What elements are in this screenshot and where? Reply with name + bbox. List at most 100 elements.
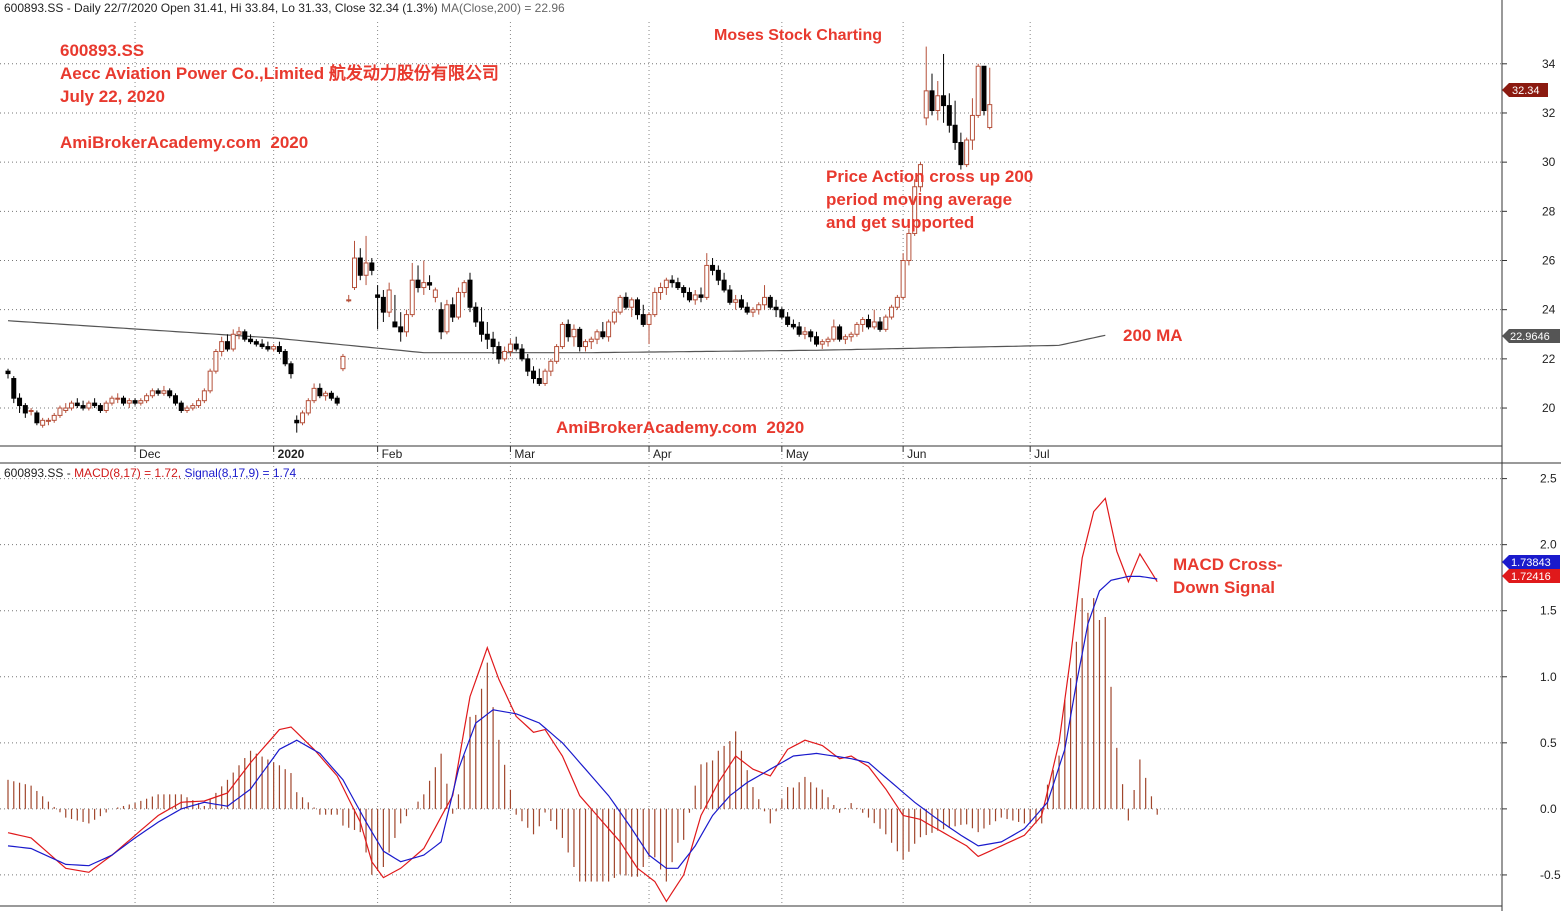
candle-body: [80, 405, 86, 409]
candle: [652, 287, 658, 318]
candle-body: [767, 296, 773, 308]
candle: [831, 319, 837, 342]
candle: [842, 334, 848, 345]
candle-body: [455, 291, 461, 318]
candle: [386, 282, 392, 318]
candle: [259, 339, 265, 350]
candle: [710, 258, 716, 276]
candle: [484, 321, 490, 350]
candle: [802, 326, 808, 340]
candle: [455, 287, 461, 320]
candle-body: [744, 306, 750, 313]
candle-body: [161, 390, 167, 394]
candle: [346, 294, 352, 303]
candle-body: [837, 326, 843, 340]
candle-body: [427, 282, 433, 286]
macd-value-badge: 1.72416: [1502, 569, 1560, 583]
macd-line: [7, 497, 1158, 903]
candle-body: [923, 90, 929, 119]
candle: [634, 297, 640, 320]
candle-body: [987, 104, 993, 128]
candle: [900, 253, 906, 300]
price-y-tick-label: 34: [1542, 57, 1556, 71]
candle-body: [917, 164, 923, 188]
candle-body: [871, 321, 877, 328]
candle-body: [773, 306, 779, 311]
candle-body: [259, 343, 265, 348]
candle: [929, 73, 935, 116]
price-note-line-1: Price Action cross up 200: [826, 167, 1033, 186]
candle-body: [825, 338, 831, 343]
price-note-line-3: and get supported: [826, 213, 974, 232]
candle: [767, 294, 773, 310]
candle: [796, 321, 802, 337]
candle: [917, 162, 923, 192]
candle-body: [375, 294, 381, 298]
candle-body: [224, 341, 230, 350]
candle-body: [103, 402, 109, 411]
candle: [531, 366, 537, 384]
candle: [5, 368, 11, 379]
x-tick-label: Dec: [139, 447, 160, 461]
macd-y-tick-label: 2.5: [1540, 472, 1557, 486]
price-y-tick-label: 26: [1542, 254, 1556, 268]
macd-y-axis: -0.5 0.0 0.5 1.0 1.5 2.0 2.5: [1502, 472, 1561, 882]
candle: [288, 361, 294, 379]
candle-body: [762, 296, 768, 306]
candle: [496, 341, 502, 364]
candle-body: [571, 328, 577, 338]
signal-value-badge: 1.73843: [1502, 555, 1560, 569]
candle: [213, 349, 219, 374]
candle: [681, 285, 687, 298]
candle: [507, 339, 513, 357]
candle-body: [253, 341, 259, 345]
candle: [92, 398, 98, 409]
x-tick-label: Feb: [382, 447, 403, 461]
candle-body: [640, 314, 646, 325]
candle-body: [877, 321, 883, 330]
candle-body: [5, 370, 11, 375]
candle-body: [894, 296, 900, 308]
candle-body: [975, 65, 981, 116]
svg-text:22.9646: 22.9646: [1510, 331, 1550, 343]
candle: [375, 285, 381, 330]
candle-body: [502, 350, 508, 360]
candle: [513, 336, 519, 352]
candle: [675, 277, 681, 291]
candle-body: [941, 95, 947, 107]
candle-body: [952, 124, 958, 143]
candle: [167, 388, 173, 399]
candle: [814, 331, 819, 347]
candle: [149, 388, 155, 399]
candle: [975, 63, 981, 118]
candle-body: [167, 390, 173, 397]
candle-body: [790, 323, 796, 328]
candle: [121, 395, 126, 406]
candle: [34, 410, 40, 426]
candle-body: [63, 407, 69, 411]
candle: [479, 307, 485, 342]
candle: [825, 336, 831, 347]
candle: [421, 260, 427, 295]
candle-body: [819, 341, 825, 345]
candle-body: [17, 397, 23, 407]
candle: [201, 388, 207, 404]
candle: [196, 398, 202, 409]
candle: [74, 398, 80, 409]
candle: [617, 294, 623, 315]
candle-body: [248, 338, 254, 343]
candle: [132, 398, 138, 406]
candle-body: [305, 400, 311, 414]
candle: [357, 248, 363, 281]
candle-body: [629, 299, 635, 308]
price-y-axis: 20 22 24 26 28 30 32 34: [1502, 57, 1556, 415]
candle-body: [686, 291, 692, 301]
macd-y-tick-label: -0.5: [1540, 868, 1561, 882]
candle: [733, 294, 739, 310]
candle: [837, 324, 843, 342]
candle-body: [727, 289, 733, 303]
macd-y-tick-label: 1.5: [1540, 604, 1557, 618]
candle-body: [271, 346, 277, 350]
candle-body: [912, 186, 918, 234]
candle: [144, 393, 150, 404]
